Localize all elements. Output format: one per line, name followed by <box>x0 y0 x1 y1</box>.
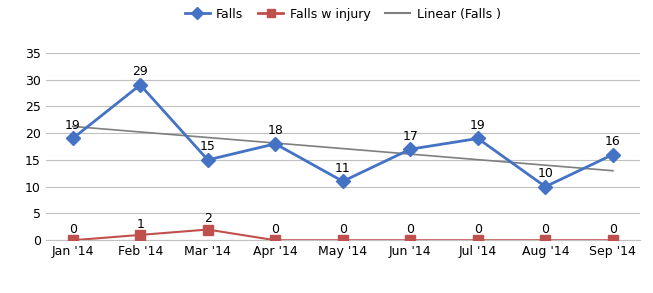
Text: 11: 11 <box>335 162 351 175</box>
Text: 0: 0 <box>339 223 347 236</box>
Text: 17: 17 <box>402 130 419 143</box>
Legend: Falls, Falls w injury, Linear (Falls ): Falls, Falls w injury, Linear (Falls ) <box>180 3 505 26</box>
Text: 0: 0 <box>271 223 279 236</box>
Text: 0: 0 <box>406 223 415 236</box>
Text: 29: 29 <box>133 65 148 79</box>
Text: 0: 0 <box>69 223 76 236</box>
Text: 1: 1 <box>136 218 144 231</box>
Text: 0: 0 <box>474 223 482 236</box>
Text: 0: 0 <box>541 223 549 236</box>
Text: 10: 10 <box>537 167 553 180</box>
Text: 15: 15 <box>200 140 215 154</box>
Text: 16: 16 <box>605 135 621 148</box>
Text: 19: 19 <box>470 119 486 132</box>
Text: 2: 2 <box>204 212 212 225</box>
Text: 0: 0 <box>609 223 617 236</box>
Text: 19: 19 <box>65 119 80 132</box>
Text: 18: 18 <box>267 125 283 137</box>
